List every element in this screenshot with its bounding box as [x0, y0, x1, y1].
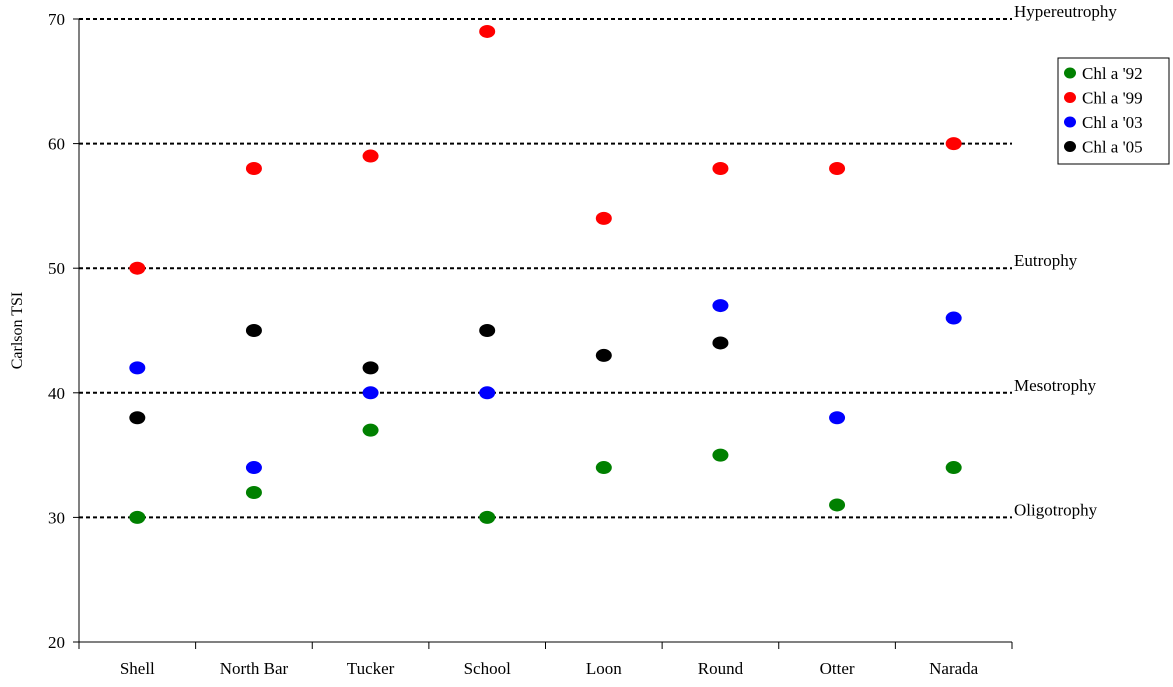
data-point-series-2 [829, 411, 845, 424]
y-tick-label: 30 [48, 508, 65, 527]
trophic-label-oligotrophy: Oligotrophy [1014, 500, 1098, 519]
data-point-series-2 [946, 312, 962, 325]
data-point-series-2 [712, 299, 728, 312]
axis-ticks: 20 30 40 50 60 70 Shell North Bar Tucker School Lo… [48, 10, 1012, 678]
x-tick-label: Tucker [347, 659, 395, 678]
data-point-series-0 [363, 424, 379, 437]
legend-marker [1064, 117, 1076, 128]
data-point-series-0 [712, 449, 728, 462]
y-tick-label: 20 [48, 633, 65, 652]
data-point-series-3 [129, 411, 145, 424]
trophic-label-mesotrophy: Mesotrophy [1014, 376, 1097, 395]
data-point-series-1 [596, 212, 612, 225]
data-point-series-1 [946, 137, 962, 150]
data-point-series-0 [246, 486, 262, 499]
data-point-series-0 [596, 461, 612, 474]
legend-label: Chl a '03 [1082, 113, 1143, 132]
y-tick-label: 40 [48, 384, 65, 403]
data-point-series-3 [596, 349, 612, 362]
data-point-series-2 [129, 361, 145, 374]
x-tick-label: North Bar [220, 659, 289, 678]
legend-label: Chl a '92 [1082, 64, 1143, 83]
data-point-series-0 [946, 461, 962, 474]
y-tick-label: 60 [48, 135, 65, 154]
x-tick-label: Shell [120, 659, 155, 678]
data-point-series-2 [363, 386, 379, 399]
y-tick-label: 70 [48, 10, 65, 29]
legend-marker [1064, 68, 1076, 79]
y-tick-label: 50 [48, 259, 65, 278]
axes: Carlson TSI [9, 19, 1012, 642]
data-point-series-0 [129, 511, 145, 524]
legend-label: Chl a '05 [1082, 138, 1143, 157]
data-point-series-0 [479, 511, 495, 524]
data-point-series-1 [246, 162, 262, 175]
data-point-series-2 [246, 461, 262, 474]
x-tick-label: Loon [586, 659, 622, 678]
x-tick-label: School [464, 659, 512, 678]
x-tick-label: Round [698, 659, 744, 678]
legend-marker [1064, 141, 1076, 152]
data-point-series-1 [129, 262, 145, 275]
legend-marker [1064, 92, 1076, 103]
data-point-series-1 [829, 162, 845, 175]
reference-lines: Hypereutrophy Eutrophy Mesotrophy Oligotrop… [79, 2, 1117, 519]
data-point-series-1 [363, 150, 379, 163]
trophic-label-hypereutrophy: Hypereutrophy [1014, 2, 1117, 21]
x-tick-label: Narada [929, 659, 979, 678]
data-point-series-1 [479, 25, 495, 38]
data-point-series-3 [479, 324, 495, 337]
x-tick-label: Otter [820, 659, 855, 678]
trophic-label-eutrophy: Eutrophy [1014, 251, 1078, 270]
data-point-series-2 [479, 386, 495, 399]
data-point-series-3 [363, 361, 379, 374]
data-point-series-3 [712, 336, 728, 349]
legend-label: Chl a '99 [1082, 89, 1143, 108]
data-point-series-3 [246, 324, 262, 337]
data-point-series-1 [712, 162, 728, 175]
data-point-series-0 [829, 498, 845, 511]
legend: Chl a '92 Chl a '99 Chl a '03 Chl a '05 [1058, 58, 1169, 164]
data-points [129, 25, 961, 524]
y-axis-title: Carlson TSI [9, 292, 26, 369]
